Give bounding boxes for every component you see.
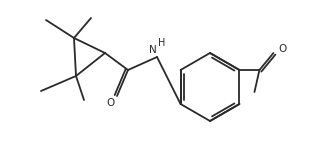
Text: O: O <box>278 44 286 54</box>
Text: O: O <box>107 98 115 108</box>
Text: N: N <box>149 45 157 55</box>
Text: H: H <box>158 38 166 48</box>
